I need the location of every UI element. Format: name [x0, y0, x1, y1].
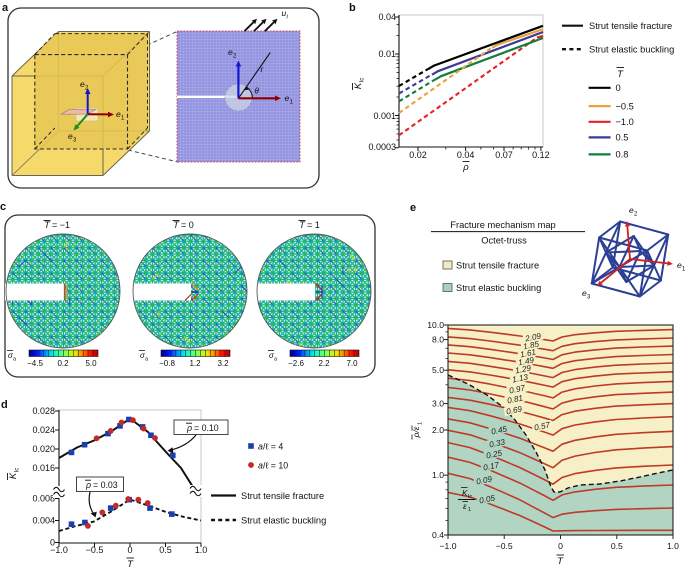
svg-text:−4.5: −4.5 [27, 359, 43, 368]
svg-text:−1.0: −1.0 [616, 117, 634, 127]
svg-text:2.0: 2.0 [432, 425, 444, 435]
svg-text:Strut elastic buckling: Strut elastic buckling [589, 45, 674, 55]
svg-text:0.4: 0.4 [432, 530, 444, 540]
svg-text:Strut tensile fracture: Strut tensile fracture [241, 491, 324, 501]
svg-text:5.0: 5.0 [432, 365, 444, 375]
svg-text:0.5: 0.5 [159, 545, 172, 555]
svg-text:0.008: 0.008 [32, 494, 55, 504]
svg-text:ρ: ρ [462, 162, 469, 173]
svg-text:0.5: 0.5 [611, 541, 623, 551]
svg-text:0.024: 0.024 [32, 425, 55, 435]
svg-text:−1.0: −1.0 [440, 541, 457, 551]
svg-text:0.04: 0.04 [457, 150, 475, 160]
svg-text:0.0003: 0.0003 [368, 142, 396, 152]
svg-text:0.02: 0.02 [409, 150, 427, 160]
svg-text:1: 1 [418, 422, 424, 425]
svg-text:b: b [349, 2, 356, 14]
svg-text:d: d [1, 399, 8, 411]
svg-text:0.028: 0.028 [32, 406, 55, 416]
svg-text:0.2: 0.2 [57, 359, 69, 368]
svg-text:0: 0 [616, 83, 621, 93]
svg-text:0.004: 0.004 [32, 516, 55, 526]
svg-text:−0.5: −0.5 [86, 545, 104, 555]
svg-text:1: 1 [468, 507, 471, 513]
svg-text:Ic: Ic [359, 78, 366, 83]
svg-text:5.0: 5.0 [85, 359, 97, 368]
svg-text:Strut elastic buckling: Strut elastic buckling [456, 283, 541, 293]
svg-text:c: c [0, 201, 6, 213]
svg-text:10.0: 10.0 [427, 320, 444, 330]
svg-text:0.04: 0.04 [378, 12, 396, 22]
svg-text:e: e [410, 202, 416, 214]
svg-text:/ℓ = 4: /ℓ = 4 [263, 442, 283, 452]
svg-text:3.2: 3.2 [217, 359, 229, 368]
svg-text:= −1: = −1 [52, 220, 70, 230]
svg-text:Ic: Ic [14, 468, 21, 473]
svg-text:0.12: 0.12 [532, 150, 550, 160]
svg-text:ε: ε [463, 502, 467, 511]
svg-text:Strut elastic buckling: Strut elastic buckling [241, 515, 326, 525]
svg-text:Fracture mechanism map: Fracture mechanism map [450, 220, 555, 230]
svg-text:0.07: 0.07 [495, 150, 513, 160]
svg-text:/ℓ = 10: /ℓ = 10 [263, 461, 288, 471]
svg-text:ρ: ρ [85, 480, 91, 490]
svg-text:= 0.10: = 0.10 [194, 423, 219, 433]
svg-text:0.01: 0.01 [378, 49, 396, 59]
svg-text:a: a [2, 2, 9, 14]
svg-text:0: 0 [50, 538, 55, 548]
svg-text:0.8: 0.8 [616, 150, 629, 160]
svg-text:= 0.03: = 0.03 [93, 480, 118, 490]
svg-text:2.2: 2.2 [318, 359, 330, 368]
svg-text:1.0: 1.0 [195, 545, 208, 555]
svg-text:0.001: 0.001 [373, 111, 396, 121]
svg-text:1.0: 1.0 [432, 470, 444, 480]
svg-text:−0.5: −0.5 [616, 101, 634, 111]
svg-text:−2.6: −2.6 [288, 359, 304, 368]
svg-text:Strut tensile fracture: Strut tensile fracture [589, 21, 672, 31]
svg-text:ρ/ε: ρ/ε [411, 426, 421, 438]
svg-text:0.020: 0.020 [32, 444, 55, 454]
svg-text:7.0: 7.0 [346, 359, 358, 368]
svg-text:0: 0 [558, 541, 563, 551]
svg-text:0: 0 [127, 545, 132, 555]
svg-text:0.5: 0.5 [616, 133, 629, 143]
svg-text:θ: θ [255, 87, 260, 96]
svg-text:8.0: 8.0 [432, 335, 444, 345]
svg-text:Octet-truss: Octet-truss [481, 236, 527, 246]
svg-text:= 0: = 0 [181, 220, 194, 230]
svg-text:−0.8: −0.8 [159, 359, 175, 368]
svg-text:0.016: 0.016 [32, 463, 55, 473]
svg-text:1.0: 1.0 [667, 541, 679, 551]
svg-text:−0.5: −0.5 [496, 541, 513, 551]
svg-text:1.2: 1.2 [189, 359, 201, 368]
svg-text:= 1: = 1 [307, 220, 320, 230]
svg-text:ρ: ρ [186, 423, 192, 433]
svg-text:3.0: 3.0 [432, 399, 444, 409]
svg-text:Strut tensile fracture: Strut tensile fracture [456, 261, 539, 271]
